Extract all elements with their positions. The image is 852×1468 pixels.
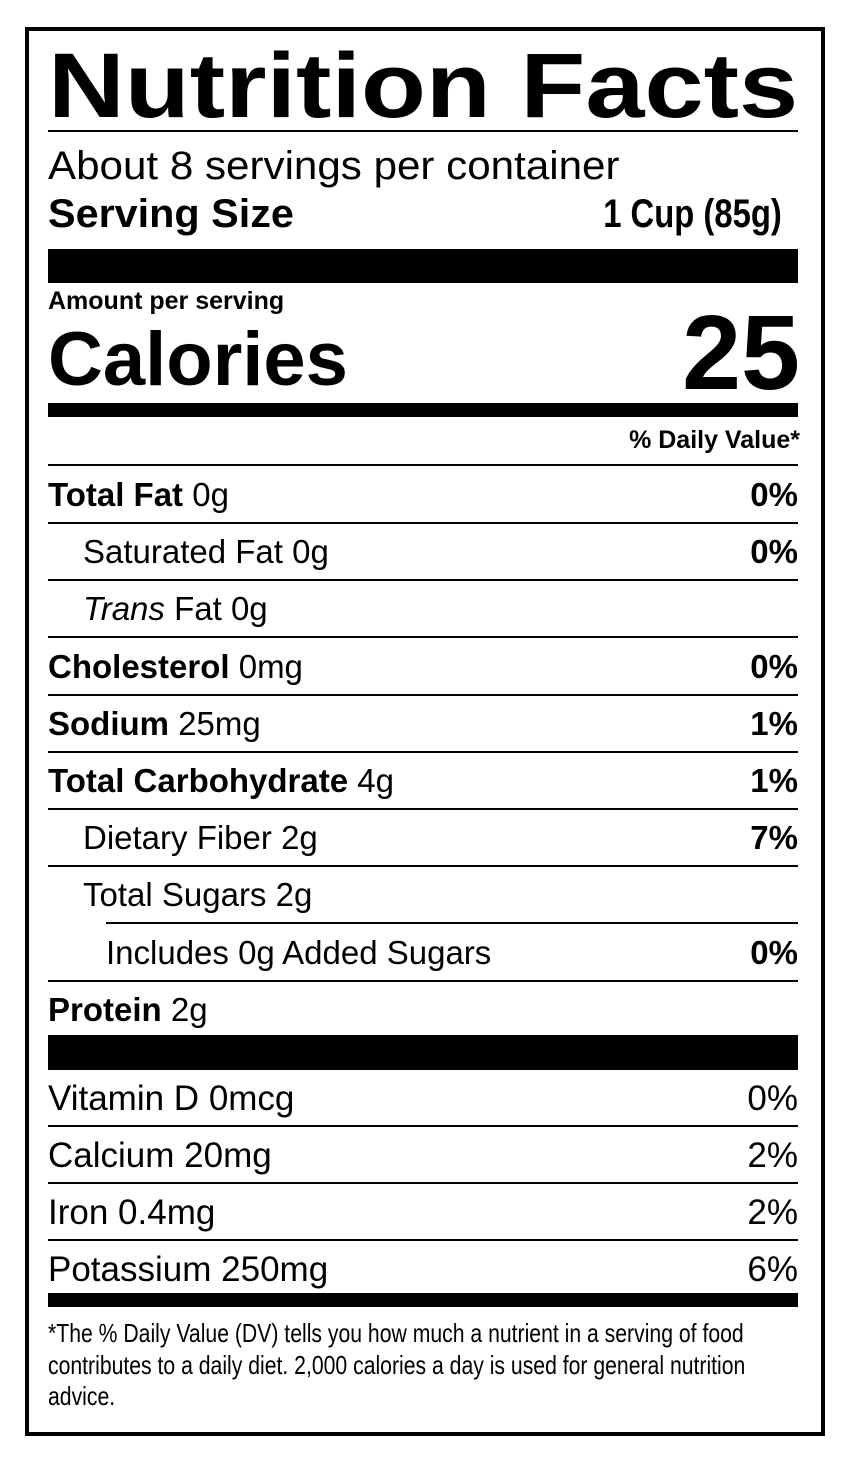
vitamin-amount: 250mg [221,1250,329,1289]
label-title: Nutrition Facts [48,35,799,137]
vitamin-amount: 20mg [184,1136,272,1175]
vitamin-amount: 0mcg [208,1079,295,1118]
daily-value-percent: 0% [747,1079,798,1118]
row-dietary-fiber: Dietary Fiber 2g 7% [48,809,798,866]
divider [48,522,798,524]
divider [48,1182,798,1184]
divider [106,922,798,925]
nutrient-name-line: Protein 2g [48,981,208,1038]
nutrient-amount: 2g [170,990,208,1028]
nutrient-name: Includes 0g Added Sugars [106,933,492,971]
row-added-sugars: Includes 0g Added Sugars 0% [48,924,798,981]
nutrient-name: Protein [48,990,162,1028]
row-sodium: Sodium 25mg 1% [48,695,798,752]
nutrient-name: Sodium [48,704,169,742]
nutrient-name-line: Saturated Fat 0g [83,523,329,580]
row-potassium: Potassium 250mg 6% [48,1241,798,1298]
nutrient-name: Total Sugars [83,876,267,914]
daily-value-header: % Daily Value* [629,426,800,454]
nutrient-name-line: Sodium 25mg [48,695,261,752]
vitamin-name: Potassium [48,1250,212,1289]
divider [48,1239,798,1241]
label-border [25,27,825,1436]
nutrient-name-line: Total Carbohydrate 4g [48,752,394,809]
daily-value-percent: 0% [750,647,798,685]
vitamin-name: Vitamin D [48,1079,200,1118]
nutrient-name: Trans [83,590,165,628]
amount-per-serving: Amount per serving [48,287,285,315]
divider [48,808,798,810]
row-trans-fat: Trans Fat 0g [48,580,798,637]
thick-bar [48,1035,798,1070]
divider [48,979,798,982]
daily-value-percent: 0% [750,476,798,513]
footnote: *The % Daily Value (DV) tells you how mu… [48,1318,746,1411]
divider [48,1125,798,1127]
divider [48,130,798,132]
thick-bar [48,249,798,283]
daily-value-percent: 0% [750,533,798,571]
nutrient-amount: 2g [281,819,318,857]
vitamin-name-line: Potassium 250mg [48,1241,328,1298]
serving-size-value: 1 Cup (85g) [603,192,782,236]
nutrient-name-line: Total Fat 0g [48,466,229,523]
divider [48,693,798,696]
row-protein: Protein 2g [48,981,798,1038]
nutrient-name-line: Cholesterol 0mg [48,638,303,695]
vitamin-name-line: Iron 0.4mg [48,1184,215,1241]
nutrient-name: Total Fat [48,476,184,513]
nutrient-name: Total Carbohydrate [48,762,349,799]
row-cholesterol: Cholesterol 0mg 0% [48,638,798,695]
nutrient-name-line: Total Sugars 2g [83,866,312,923]
vitamin-name-line: Calcium 20mg [48,1127,272,1184]
row-total-fat: Total Fat 0g 0% [48,466,798,523]
daily-value-percent: 1% [750,762,798,799]
nutrient-amount: 0g [292,533,329,571]
nutrient-name-line: Dietary Fiber 2g [83,809,318,866]
divider [48,750,798,753]
nutrient-amount: 0mg [238,647,303,685]
medium-bar [48,403,798,417]
row-saturated-fat: Saturated Fat 0g 0% [48,523,798,580]
nutrient-name: Cholesterol [48,647,230,685]
calories-label: Calories [48,317,348,402]
daily-value-percent: 2% [747,1193,798,1232]
row-calcium: Calcium 20mg 2% [48,1127,798,1184]
row-total-carbohydrate: Total Carbohydrate 4g 1% [48,752,798,809]
nutrient-name: Dietary Fiber [83,819,272,857]
nutrient-amount: 4g [357,762,394,799]
nutrient-name: Saturated Fat [83,533,283,571]
daily-value-percent: 7% [750,819,798,857]
vitamin-amount: 0.4mg [118,1193,216,1232]
nutrient-amount: 25mg [178,704,261,742]
serving-size-label: Serving Size [48,192,294,236]
vitamin-name: Calcium [48,1136,175,1175]
nutrient-amount: 0g [192,476,229,513]
nutrient-name-line: Includes 0g Added Sugars [106,924,491,981]
divider [48,464,798,466]
calories-value: 25 [682,294,800,412]
daily-value-percent: 6% [747,1250,798,1289]
medium-bar [48,1293,798,1307]
nutrient-amount: 0g [230,590,268,628]
nutrient-name-line: Trans Fat 0g [83,580,268,637]
vitamin-name: Iron [48,1193,109,1232]
servings-per-container: About 8 servings per container [48,144,620,188]
row-total-sugars: Total Sugars 2g [48,866,798,923]
nutrient-amount: 2g [275,876,313,914]
vitamin-name-line: Vitamin D 0mcg [48,1070,294,1127]
divider [48,865,798,868]
daily-value-percent: 1% [750,704,798,742]
row-iron: Iron 0.4mg 2% [48,1184,798,1241]
daily-value-percent: 2% [747,1136,798,1175]
divider [48,636,798,639]
nutrient-name-suffix: Fat [174,590,222,628]
row-vitamin-d: Vitamin D 0mcg 0% [48,1070,798,1127]
divider [48,579,798,582]
daily-value-percent: 0% [750,933,798,971]
